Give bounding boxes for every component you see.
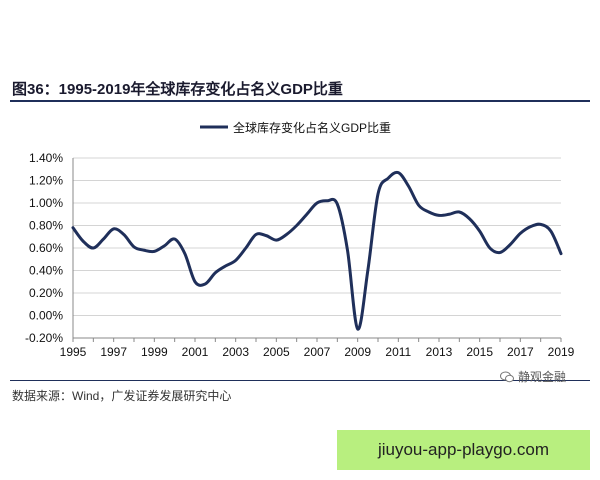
x-tick-label: 2003 xyxy=(222,345,249,359)
series-layer xyxy=(71,170,563,331)
wechat-icon xyxy=(500,371,514,382)
x-tick-label: 2001 xyxy=(182,345,209,359)
y-tick-label: 0.60% xyxy=(29,241,63,255)
source-note: 数据来源：Wind，广发证券发展研究中心 xyxy=(12,389,232,403)
y-tick-label: 1.00% xyxy=(29,196,63,210)
axes xyxy=(72,158,562,342)
x-tick-label: 2005 xyxy=(263,345,290,359)
y-axis-tick-labels: 1.40% 1.20% 1.00% 0.80% 0.60% 0.40% 0.20% 0.00%… xyxy=(25,151,63,345)
title-divider xyxy=(10,100,590,102)
watermark-text: 静观金融 xyxy=(518,370,567,384)
x-tick-label: 2013 xyxy=(426,345,453,359)
figure-title: 图36：1995-2019年全球库存变化占名义GDP比重 xyxy=(12,81,343,98)
x-tick-label: 2009 xyxy=(344,345,371,359)
y-tick-label: 0.80% xyxy=(29,219,63,233)
y-tick-label: 0.00% xyxy=(29,309,63,323)
legend-label: 全球库存变化占名义GDP比重 xyxy=(233,120,391,135)
y-tick-label: -0.20% xyxy=(25,331,63,345)
x-tick-label: 1999 xyxy=(141,345,168,359)
x-tick-label: 2019 xyxy=(548,345,575,359)
y-tick-label: 1.20% xyxy=(29,174,63,188)
x-tick-label: 1995 xyxy=(60,345,87,359)
x-axis-tick-labels: 1995 1997 1999 2001 2003 2005 2007 2009 2011 2013… xyxy=(60,345,575,359)
x-tick-label: 2011 xyxy=(385,345,411,359)
y-tick-label: 1.40% xyxy=(29,151,63,165)
legend: 全球库存变化占名义GDP比重 xyxy=(200,120,391,135)
x-tick-label: 2017 xyxy=(507,345,534,359)
watermark: 静观金融 xyxy=(500,368,566,385)
gridlines xyxy=(73,157,561,339)
x-tick-label: 2007 xyxy=(304,345,331,359)
y-tick-label: 0.20% xyxy=(29,286,63,300)
x-tick-label: 2015 xyxy=(466,345,493,359)
x-tick-label: 1997 xyxy=(100,345,127,359)
line-chart: 全球库存变化占名义GDP比重 1.40% 1.20% 1.00% 0.80% 0.60%… xyxy=(25,120,575,359)
source-divider xyxy=(10,380,590,381)
y-tick-label: 0.40% xyxy=(29,264,63,278)
series-line xyxy=(71,170,563,331)
url-banner[interactable]: jiuyou-app-playgo.com xyxy=(337,430,590,470)
